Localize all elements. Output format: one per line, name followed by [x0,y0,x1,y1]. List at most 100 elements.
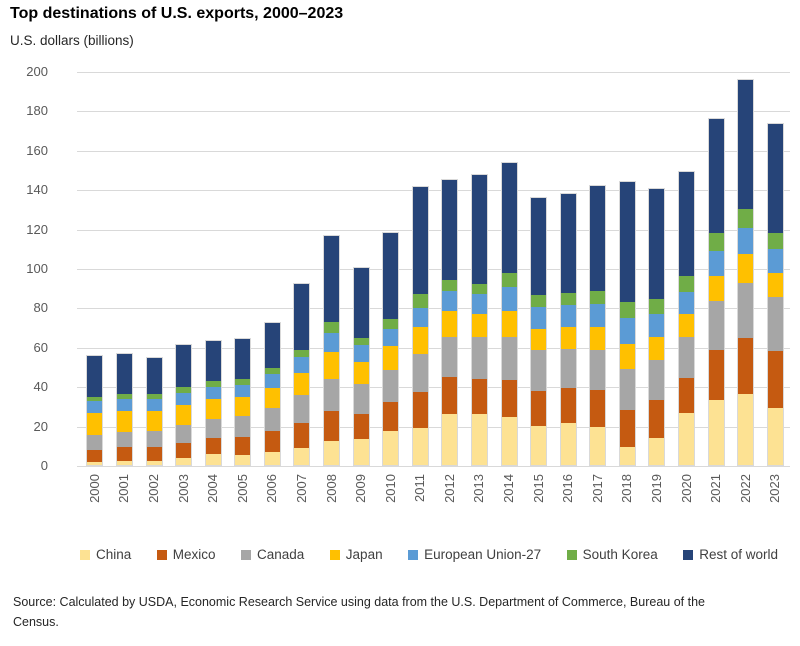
bar-segment-canada [116,431,132,448]
legend-item-mexico: Mexico [156,547,216,562]
gridline [77,387,790,389]
source-note: Source: Calculated by USDA, Economic Res… [13,595,705,629]
legend-item-european-union-27: European Union-27 [408,547,541,562]
bar-segment-european-union-27 [442,291,458,311]
bar-segment-rest-of-world [738,80,754,210]
bar-segment-rest-of-world [294,283,310,350]
bar-segment-china [176,458,191,465]
bar-segment-south-korea [738,209,754,229]
bar-segment-south-korea [501,273,517,287]
bar-segment-south-korea [649,298,665,314]
bar-2019 [648,187,666,466]
bar-segment-china [116,461,132,465]
bar-segment-china [679,413,694,465]
bar-segment-european-union-27 [383,328,399,347]
bar-segment-china [560,423,576,465]
bar-2014 [500,161,518,466]
bar-segment-japan [619,343,635,370]
bar-segment-rest-of-world [501,162,517,274]
bar-segment-european-union-27 [235,384,251,397]
legend-label: China [96,547,132,562]
bar-segment-japan [649,336,665,360]
bar-segment-rest-of-world [590,186,606,291]
gridline [77,269,790,270]
bar-segment-european-union-27 [264,374,280,388]
x-axis-tick-label: 2019 [648,474,664,503]
legend-item-canada: Canada [241,547,304,562]
gridline [77,347,790,349]
y-axis-tick-label: 60 [33,339,48,355]
bar-segment-japan [738,253,754,283]
bar-segment-canada [353,383,369,415]
bar-segment-china [146,460,162,465]
bar-segment-canada [442,337,458,378]
bar-segment-european-union-27 [679,291,694,314]
bar-segment-canada [649,359,665,401]
bar-segment-rest-of-world [383,233,399,319]
chart-title: Top destinations of U.S. exports, 2000–2… [10,5,344,22]
bar-segment-china [619,446,635,465]
x-axis-tick-label: 2000 [86,474,102,503]
bar-segment-mexico [353,414,369,440]
y-axis-title: U.S. dollars (billions) [10,33,134,48]
bar-2009 [352,267,370,466]
bar-segment-china [353,439,369,465]
legend-swatch [156,549,167,560]
bar-segment-mexico [324,411,339,442]
bar-2008 [323,234,340,466]
plot-area: 0 20 40 60 80 100 120 140 160 180 200 2000 2001 2002 2… [26,64,790,503]
y-axis-tick-label: 20 [33,418,48,434]
bar-segment-mexico [531,390,546,426]
bar-segment-rest-of-world [442,179,458,280]
bar-segment-rest-of-world [353,268,369,338]
bar-segment-canada [176,424,191,443]
bar-segment-japan [471,313,487,338]
x-axis-tick-label: 2005 [234,474,250,503]
bar-segment-mexico [619,409,635,447]
bar-segment-south-korea [442,279,458,292]
bar-segment-japan [412,326,428,355]
bar-segment-china [501,417,517,465]
bar-segment-japan [501,310,517,337]
bar-segment-mexico [235,436,251,455]
bar-segment-rest-of-world [176,345,191,388]
legend-swatch [566,549,577,560]
bar-2018 [618,181,636,466]
bar-2015 [530,196,547,466]
bar-segment-china [324,441,339,465]
bar-2005 [234,337,252,466]
bar-2000 [86,355,104,466]
bar-segment-mexico [294,422,310,448]
bar-segment-mexico [87,449,103,462]
gridline [77,426,790,428]
bar-segment-european-union-27 [708,251,724,277]
bar-segment-japan [590,327,606,351]
y-axis-tick-label: 120 [26,221,48,237]
bar-segment-canada [708,301,724,351]
gridline [77,72,790,73]
x-axis-tick-label: 2013 [471,474,487,503]
bar-segment-european-union-27 [205,386,221,399]
legend-label: European Union-27 [424,547,542,562]
legend-label: Japan [345,547,383,562]
legend-label: Mexico [172,547,216,562]
x-axis-tick-label: 2004 [205,474,221,503]
bar-2010 [382,232,400,466]
bar-2022 [737,79,755,466]
x-axis-tick-label: 2015 [530,474,546,503]
bar-segment-japan [87,413,103,435]
gridline [77,308,790,310]
bar-segment-china [708,400,724,465]
bar-segment-rest-of-world [708,119,724,233]
bar-segment-european-union-27 [412,307,428,327]
bar-segment-european-union-27 [738,228,754,254]
bar-segment-china [264,452,280,465]
bar-segment-canada [471,337,487,379]
bar-segment-south-korea [146,393,162,400]
legend-swatch [683,549,694,560]
x-axis-tick-label: 2011 [412,474,428,502]
bar-segment-mexico [146,447,162,461]
bar-2013 [470,173,488,466]
bar-segment-south-korea [294,349,310,357]
bar-segment-european-union-27 [649,313,665,337]
